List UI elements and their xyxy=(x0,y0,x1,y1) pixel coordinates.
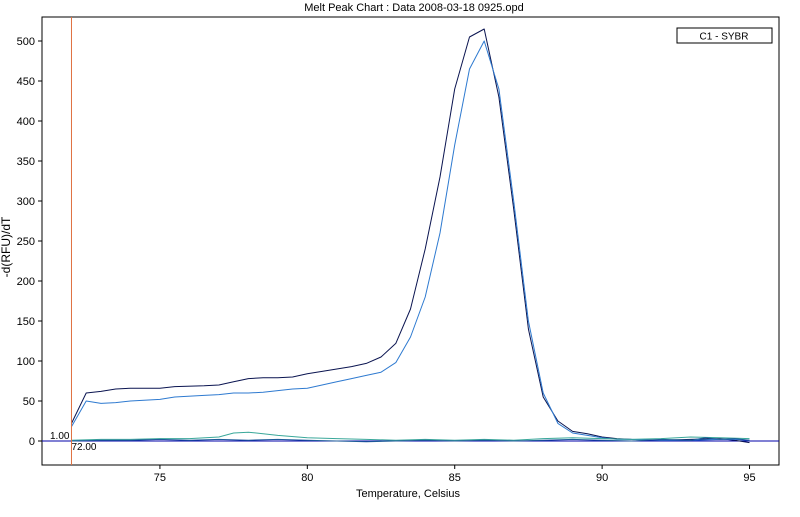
y-tick-label: 0 xyxy=(29,436,35,448)
y-tick-label: 350 xyxy=(17,156,35,168)
x-tick-label: 75 xyxy=(154,472,166,484)
series-line-2 xyxy=(71,40,750,441)
y-tick-label: 200 xyxy=(17,276,35,288)
y-axis-label: -d(RFU)/dT xyxy=(0,216,13,277)
legend: C1 - SYBR xyxy=(676,27,773,44)
y-tick-label: 50 xyxy=(23,396,35,408)
y-tick-label: 300 xyxy=(17,196,35,208)
marker-y-label: 1.00 xyxy=(50,431,70,442)
x-tick-label: 80 xyxy=(301,472,313,484)
series-line-3 xyxy=(71,431,750,441)
legend-box xyxy=(676,27,773,44)
series-line-4 xyxy=(71,437,750,443)
series-line-1 xyxy=(71,28,750,444)
y-tick-label: 450 xyxy=(17,76,35,88)
y-tick-label: 150 xyxy=(17,316,35,328)
y-tick-label: 400 xyxy=(17,116,35,128)
x-tick-label: 90 xyxy=(596,472,608,484)
chart-title: Melt Peak Chart : Data 2008-03-18 0925.o… xyxy=(304,2,524,14)
y-tick-label: 100 xyxy=(17,356,35,368)
axes-layer: 75 80 85 90 95 0 50 100 150 200 250 300 350 400 450 500 xyxy=(17,16,780,484)
y-tick-label: 500 xyxy=(17,36,35,48)
x-tick-label: 95 xyxy=(743,472,755,484)
x-axis-label: Temperature, Celsius xyxy=(356,488,460,500)
plot-area xyxy=(41,16,780,466)
series-layer xyxy=(42,28,779,444)
y-tick-label: 250 xyxy=(17,236,35,248)
marker-x-label: 72.00 xyxy=(71,442,96,453)
legend-entry: C1 - SYBR xyxy=(700,32,749,43)
x-tick-label: 85 xyxy=(449,472,461,484)
